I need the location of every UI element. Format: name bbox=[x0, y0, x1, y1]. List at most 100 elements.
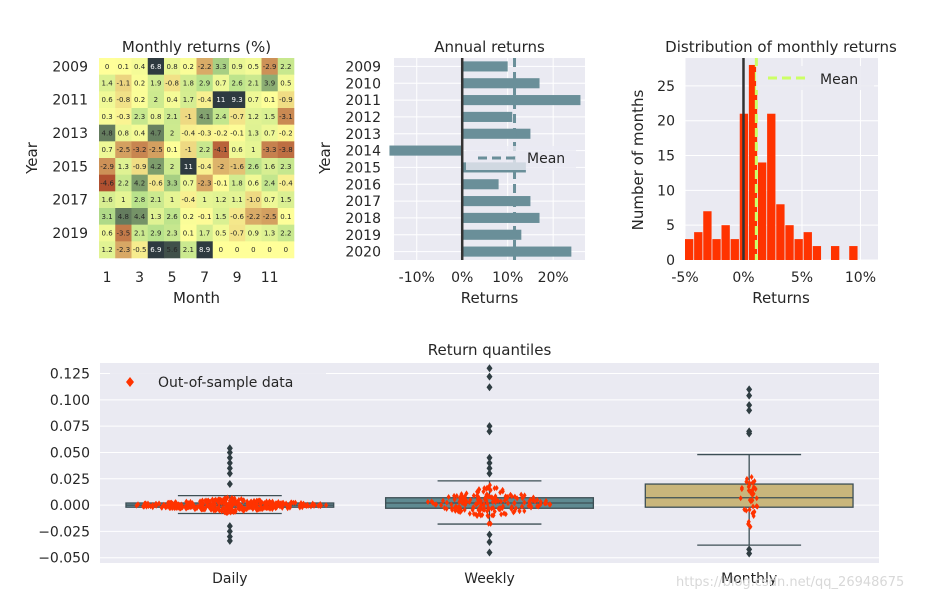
distribution-x-tick: 5% bbox=[791, 270, 813, 286]
annual-y-tick: 2014 bbox=[345, 144, 381, 160]
heatmap-cell bbox=[147, 141, 165, 159]
heatmap-cell bbox=[229, 191, 246, 209]
heatmap-cell bbox=[196, 191, 214, 209]
heatmap-cell-label: -3.5 bbox=[117, 230, 131, 238]
heatmap-cell bbox=[147, 174, 165, 192]
heatmap-cell bbox=[147, 74, 165, 92]
heatmap-cell bbox=[99, 241, 116, 259]
heatmap-cell bbox=[147, 91, 165, 109]
quantiles-outlier bbox=[226, 453, 233, 462]
quantiles-outlier bbox=[486, 364, 493, 373]
annual-y-tick: 2019 bbox=[345, 228, 381, 244]
heatmap-cell-label: 11 bbox=[216, 96, 225, 104]
quantiles-swarm-point bbox=[754, 495, 759, 502]
heatmap-cell bbox=[131, 208, 149, 225]
heatmap-cell-label: 0.4 bbox=[134, 130, 146, 138]
heatmap-cell-label: -3.8 bbox=[279, 146, 293, 154]
quantiles-swarm-point bbox=[456, 503, 461, 510]
quantiles-swarm-point bbox=[487, 482, 492, 489]
heatmap-cell bbox=[229, 174, 246, 192]
heatmap-cell bbox=[131, 174, 149, 192]
heatmap-cell bbox=[277, 174, 295, 192]
heatmap-cell-label: 2.9 bbox=[199, 80, 210, 88]
quantiles-swarm-point bbox=[262, 504, 267, 511]
annual-y-label: Year bbox=[316, 141, 334, 175]
quantiles-swarm-point bbox=[456, 508, 461, 515]
distribution-bar bbox=[748, 64, 758, 260]
heatmap-cell-label: 2 bbox=[170, 130, 174, 138]
heatmap-cell-label: -2.9 bbox=[263, 63, 277, 71]
quantiles-swarm-point bbox=[254, 501, 259, 508]
quantiles-swarm-point bbox=[519, 491, 524, 498]
quantiles-outlier bbox=[226, 464, 233, 473]
quantiles-swarm-point bbox=[751, 503, 756, 510]
heatmap-cell-label: -1.1 bbox=[117, 80, 131, 88]
quantiles-swarm-point bbox=[231, 499, 236, 506]
heatmap-cell bbox=[212, 158, 230, 175]
heatmap-cell bbox=[277, 91, 295, 109]
heatmap-cell bbox=[229, 124, 246, 142]
quantiles-swarm-point bbox=[460, 499, 465, 506]
heatmap-cell bbox=[164, 124, 181, 142]
monthly-returns-heatmap: 0 0.1 0.4 6.8 0.8 0.2 -2.2 3.3 0.9 0.5 -2.9 2.21.4-… bbox=[23, 38, 295, 307]
quantiles-swarm-point bbox=[310, 500, 315, 507]
distribution-y-tick: 0 bbox=[666, 253, 675, 269]
quantiles-swarm-point bbox=[517, 508, 522, 515]
heatmap-cell-label: 0.2 bbox=[183, 63, 194, 71]
heatmap-cell bbox=[99, 158, 116, 175]
heatmap-cell-label: 0.4 bbox=[134, 63, 146, 71]
heatmap-cell-label: 11 bbox=[184, 163, 193, 171]
heatmap-x-tick: 5 bbox=[168, 270, 177, 286]
heatmap-cell bbox=[212, 124, 230, 142]
heatmap-cell-label: 2.3 bbox=[134, 113, 145, 121]
heatmap-cell bbox=[196, 224, 214, 242]
quantiles-swarm-point bbox=[425, 498, 430, 505]
quantiles-swarm-point bbox=[747, 479, 752, 486]
heatmap-cell-label: 1 bbox=[121, 196, 125, 204]
quantiles-y-tick: 0.025 bbox=[50, 472, 90, 488]
heatmap-cell-label: 2.2 bbox=[280, 230, 291, 238]
quantiles-swarm-point bbox=[154, 500, 159, 507]
annual-y-tick: 2010 bbox=[345, 76, 381, 92]
heatmap-cell bbox=[196, 58, 214, 75]
heatmap-cell-label: 1.2 bbox=[248, 113, 259, 121]
quantiles-swarm-point bbox=[216, 496, 221, 503]
annual-x-tick: 20% bbox=[538, 270, 569, 286]
quantiles-swarm-point bbox=[538, 498, 543, 505]
heatmap-cell bbox=[147, 58, 165, 75]
quantiles-swarm-point bbox=[504, 495, 509, 502]
heatmap-cell-label: 0.4 bbox=[167, 96, 179, 104]
quantiles-swarm-point bbox=[535, 496, 540, 503]
heatmap-cell-label: 0 bbox=[267, 246, 271, 254]
heatmap-cell-label: -2.5 bbox=[117, 146, 131, 154]
heatmap-cell bbox=[196, 108, 214, 125]
quantiles-swarm-point bbox=[476, 506, 481, 513]
heatmap-cell bbox=[147, 158, 165, 175]
heatmap-cell-label: -0.4 bbox=[279, 180, 293, 188]
heatmap-cell-label: 0.5 bbox=[280, 80, 291, 88]
quantiles-swarm-point bbox=[202, 506, 207, 513]
quantiles-swarm-point bbox=[488, 520, 493, 527]
quantiles-outlier bbox=[486, 453, 493, 462]
heatmap-cell bbox=[261, 224, 279, 242]
heatmap-cell bbox=[99, 58, 116, 75]
quantiles-swarm-point bbox=[212, 497, 217, 504]
heatmap-cell bbox=[229, 141, 246, 159]
heatmap-cell-label: 3.1 bbox=[102, 213, 113, 221]
quantiles-outlier bbox=[226, 480, 233, 489]
heatmap-cell-label: -0.3 bbox=[198, 130, 212, 138]
heatmap-cell-label: 0.9 bbox=[248, 230, 259, 238]
quantiles-swarm-point bbox=[464, 498, 469, 505]
quantiles-swarm-point bbox=[178, 505, 183, 512]
heatmap-cell-label: 4.2 bbox=[150, 163, 161, 171]
heatmap-cell-label: 2.8 bbox=[134, 196, 145, 204]
quantiles-swarm-point bbox=[163, 504, 168, 511]
heatmap-cell-label: 0.2 bbox=[134, 80, 145, 88]
heatmap-cell-label: -0.5 bbox=[133, 246, 147, 254]
heatmap-cell-label: 2.6 bbox=[232, 80, 244, 88]
heatmap-cell-label: -0.7 bbox=[230, 113, 244, 121]
heatmap-cell-label: -2.2 bbox=[247, 213, 261, 221]
heatmap-cell-label: -4.1 bbox=[214, 146, 228, 154]
quantiles-swarm-point bbox=[473, 501, 478, 508]
heatmap-cell bbox=[115, 91, 132, 109]
